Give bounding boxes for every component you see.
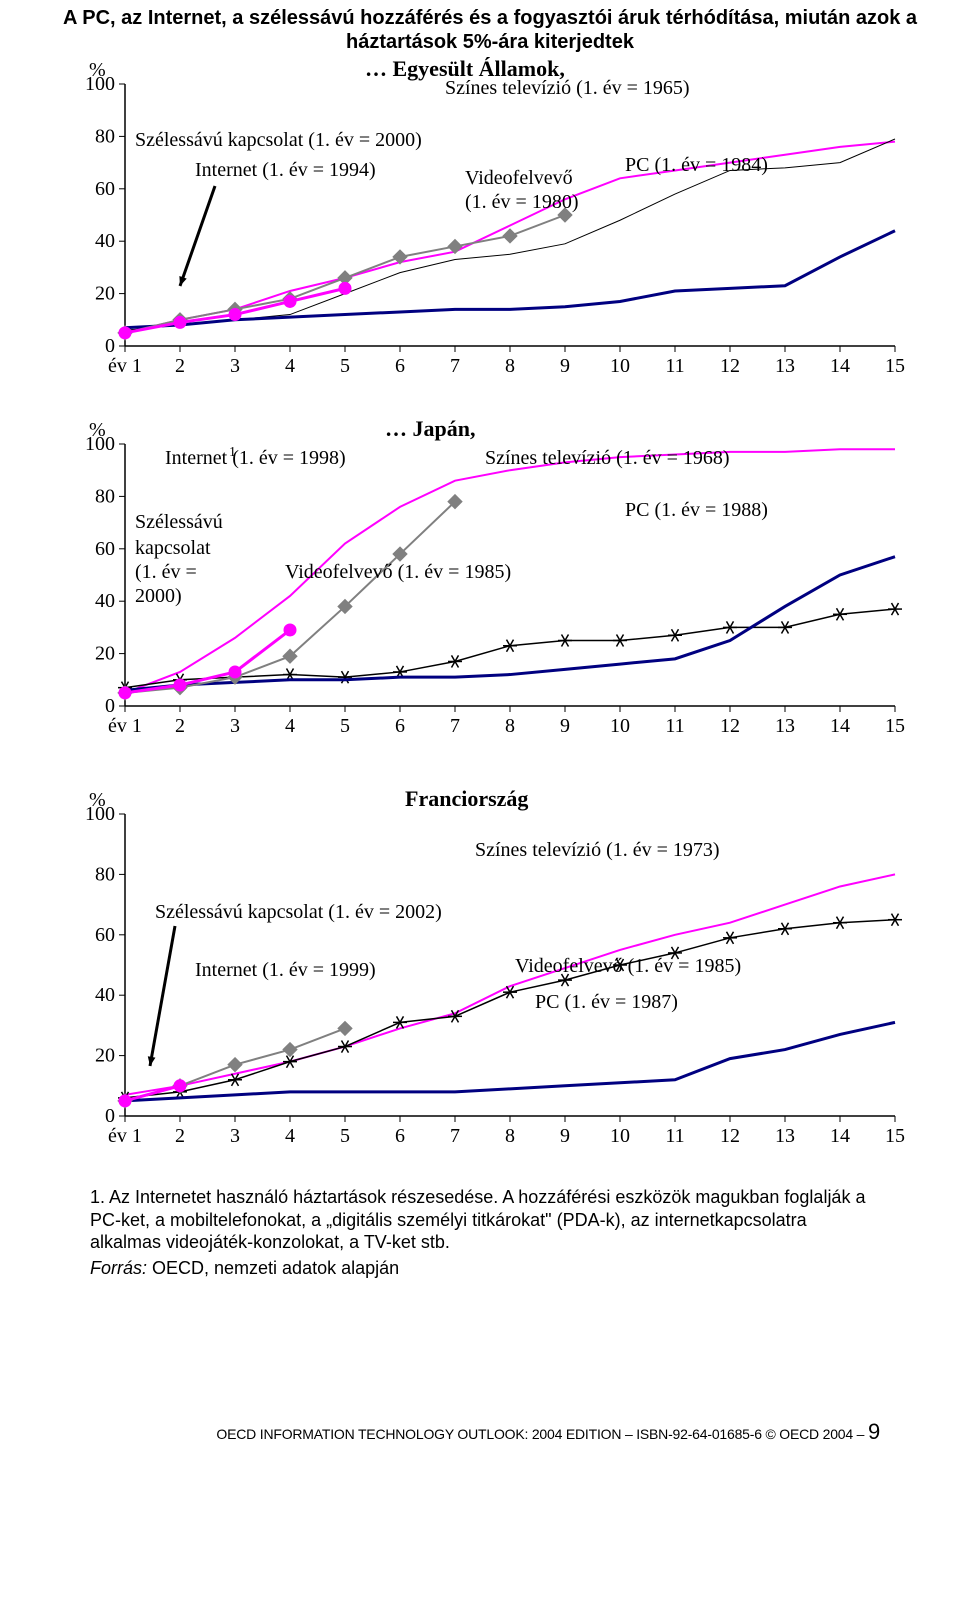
svg-text:15: 15: [885, 715, 905, 737]
svg-text:12: 12: [720, 1125, 740, 1147]
chart-0: %… Egyesült Államok,020406080100év 12345…: [35, 56, 925, 396]
svg-text:20: 20: [95, 1045, 115, 1067]
svg-text:11: 11: [665, 355, 684, 377]
svg-text:13: 13: [775, 1125, 795, 1147]
svg-text:Videofelvevő (1. év = 1985): Videofelvevő (1. év = 1985): [515, 955, 741, 977]
svg-text:2: 2: [175, 715, 185, 737]
svg-text:0: 0: [105, 695, 115, 717]
svg-text:12: 12: [720, 715, 740, 737]
svg-text:Franciország: Franciország: [405, 786, 528, 811]
svg-text:év 1: év 1: [108, 1125, 142, 1147]
svg-text:Internet (1. év = 1998): Internet (1. év = 1998): [165, 447, 346, 469]
svg-text:8: 8: [505, 715, 515, 737]
svg-text:20: 20: [95, 643, 115, 665]
svg-text:Szélessávú kapcsolat (1. év =: Szélessávú kapcsolat (1. év = 2000): [135, 129, 422, 151]
svg-text:… Japán,: … Japán,: [385, 416, 475, 441]
source-text: OECD, nemzeti adatok alapján: [147, 1258, 399, 1278]
svg-text:12: 12: [720, 355, 740, 377]
svg-text:13: 13: [775, 355, 795, 377]
svg-text:40: 40: [95, 590, 115, 612]
svg-text:60: 60: [95, 924, 115, 946]
svg-text:kapcsolat: kapcsolat: [135, 537, 211, 559]
svg-text:15: 15: [885, 1125, 905, 1147]
svg-text:40: 40: [95, 230, 115, 252]
svg-text:9: 9: [560, 355, 570, 377]
svg-text:13: 13: [775, 715, 795, 737]
source-line: Forrás: OECD, nemzeti adatok alapján: [90, 1258, 880, 1279]
svg-text:9: 9: [560, 715, 570, 737]
svg-text:6: 6: [395, 1125, 405, 1147]
svg-text:10: 10: [610, 1125, 630, 1147]
svg-text:4: 4: [285, 715, 295, 737]
svg-text:4: 4: [285, 1125, 295, 1147]
svg-text:1: 1: [229, 445, 236, 460]
svg-text:4: 4: [285, 355, 295, 377]
footnote: 1. Az Internetet használó háztartások ré…: [90, 1186, 880, 1254]
svg-text:Színes televízió (1. év = 1973: Színes televízió (1. év = 1973): [475, 839, 720, 861]
svg-text:9: 9: [560, 1125, 570, 1147]
page-title: A PC, az Internet, a szélessávú hozzáfér…: [40, 6, 940, 54]
svg-text:5: 5: [340, 715, 350, 737]
svg-text:PC (1. év = 1988): PC (1. év = 1988): [625, 499, 768, 521]
svg-text:3: 3: [230, 1125, 240, 1147]
svg-text:Színes televízió (1. év = 1968: Színes televízió (1. év = 1968): [485, 447, 730, 469]
svg-text:Internet (1. év = 1994): Internet (1. év = 1994): [195, 159, 376, 181]
svg-text:60: 60: [95, 538, 115, 560]
svg-text:11: 11: [665, 715, 684, 737]
svg-text:10: 10: [610, 355, 630, 377]
svg-text:év 1: év 1: [108, 715, 142, 737]
svg-text:(1. év = 1980): (1. év = 1980): [465, 191, 578, 213]
svg-text:11: 11: [665, 1125, 684, 1147]
svg-text:Szélessávú: Szélessávú: [135, 511, 223, 533]
svg-text:8: 8: [505, 1125, 515, 1147]
svg-text:Internet (1. év = 1999): Internet (1. év = 1999): [195, 959, 376, 981]
svg-text:5: 5: [340, 1125, 350, 1147]
svg-text:100: 100: [85, 433, 115, 455]
svg-text:Színes televízió (1. év = 1965: Színes televízió (1. év = 1965): [445, 77, 690, 99]
chart-1: %… Japán,020406080100év 1234567891011121…: [35, 416, 925, 756]
svg-text:Szélessávú kapcsolat (1. év =: Szélessávú kapcsolat (1. év = 2002): [155, 901, 442, 923]
svg-text:PC (1. év = 1987): PC (1. év = 1987): [535, 991, 678, 1013]
footer-text: OECD INFORMATION TECHNOLOGY OUTLOOK: 200…: [216, 1426, 868, 1442]
svg-text:év 1: év 1: [108, 355, 142, 377]
svg-text:3: 3: [230, 355, 240, 377]
svg-text:0: 0: [105, 335, 115, 357]
svg-text:60: 60: [95, 178, 115, 200]
svg-text:14: 14: [830, 355, 850, 377]
svg-text:100: 100: [85, 803, 115, 825]
page-number: 9: [868, 1419, 880, 1444]
svg-text:10: 10: [610, 715, 630, 737]
svg-text:2000): 2000): [135, 585, 182, 607]
svg-text:7: 7: [450, 355, 460, 377]
svg-text:6: 6: [395, 355, 405, 377]
svg-text:6: 6: [395, 715, 405, 737]
charts-container: %… Egyesült Államok,020406080100év 12345…: [0, 56, 960, 1166]
svg-text:15: 15: [885, 355, 905, 377]
svg-text:80: 80: [95, 125, 115, 147]
svg-text:14: 14: [830, 715, 850, 737]
svg-text:3: 3: [230, 715, 240, 737]
svg-text:80: 80: [95, 863, 115, 885]
svg-text:2: 2: [175, 1125, 185, 1147]
svg-text:100: 100: [85, 73, 115, 95]
svg-text:7: 7: [450, 715, 460, 737]
svg-text:14: 14: [830, 1125, 850, 1147]
svg-text:PC (1. év = 1984): PC (1. év = 1984): [625, 154, 768, 176]
svg-text:Videofelvevő (1. év = 1985): Videofelvevő (1. év = 1985): [285, 561, 511, 583]
svg-text:20: 20: [95, 283, 115, 305]
svg-text:7: 7: [450, 1125, 460, 1147]
svg-text:8: 8: [505, 355, 515, 377]
page-footer: OECD INFORMATION TECHNOLOGY OUTLOOK: 200…: [0, 1419, 880, 1445]
svg-text:2: 2: [175, 355, 185, 377]
svg-text:5: 5: [340, 355, 350, 377]
svg-text:40: 40: [95, 984, 115, 1006]
svg-text:(1. év =: (1. év =: [135, 561, 197, 583]
svg-text:80: 80: [95, 485, 115, 507]
svg-text:0: 0: [105, 1105, 115, 1127]
source-label: Forrás:: [90, 1258, 147, 1278]
chart-2: %Franciország020406080100év 123456789101…: [35, 776, 925, 1166]
svg-text:Videofelvevő: Videofelvevő: [465, 167, 573, 189]
